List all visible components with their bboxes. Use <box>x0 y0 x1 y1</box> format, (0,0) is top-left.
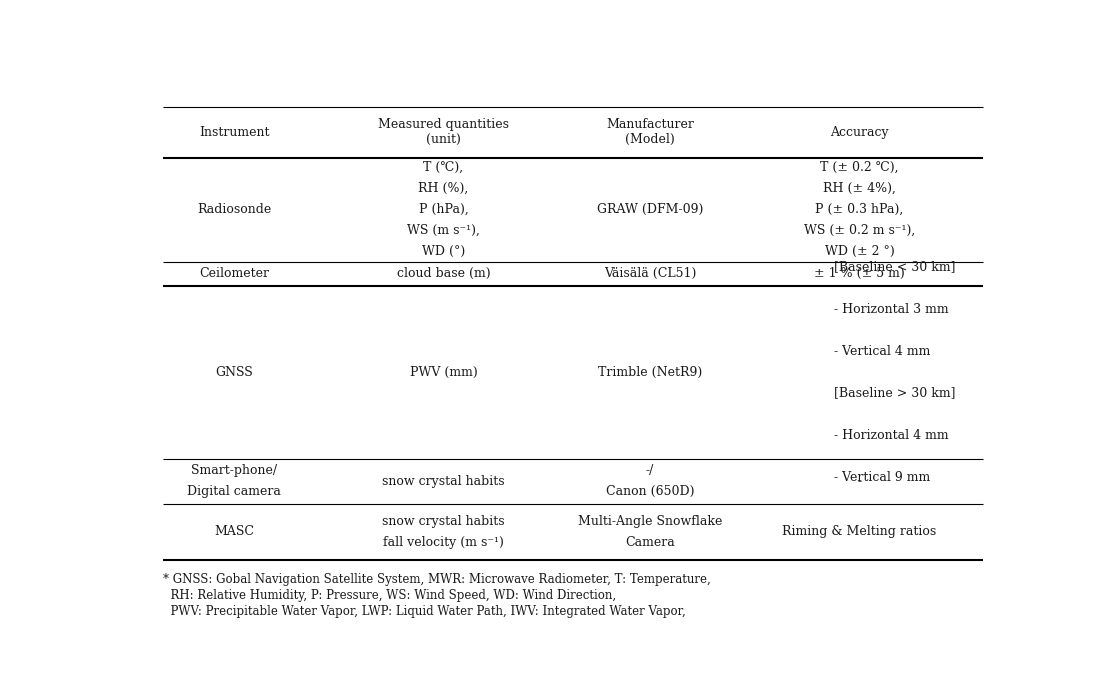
Text: GRAW (DFM-09): GRAW (DFM-09) <box>597 203 703 216</box>
Text: Riming & Melting ratios: Riming & Melting ratios <box>782 525 937 538</box>
Text: Instrument: Instrument <box>199 126 270 139</box>
Text: Trimble (NetR9): Trimble (NetR9) <box>598 365 702 379</box>
Text: Ceilometer: Ceilometer <box>199 267 269 280</box>
Text: Multi-Angle Snowflake
Camera: Multi-Angle Snowflake Camera <box>577 515 723 549</box>
Text: ± 1 % (± 5 m): ± 1 % (± 5 m) <box>814 267 905 280</box>
Text: PWV: Precipitable Water Vapor, LWP: Liquid Water Path, IWV: Integrated Water Vap: PWV: Precipitable Water Vapor, LWP: Liqu… <box>163 606 687 618</box>
Text: cloud base (m): cloud base (m) <box>397 267 490 280</box>
Text: RH: Relative Humidity, P: Pressure, WS: Wind Speed, WD: Wind Direction,: RH: Relative Humidity, P: Pressure, WS: … <box>163 590 616 602</box>
Text: MASC: MASC <box>214 525 255 538</box>
Text: Smart-phone/
Digital camera: Smart-phone/ Digital camera <box>187 464 281 498</box>
Text: T (℃),
RH (%),
P (hPa),
WS (m s⁻¹),
WD (°): T (℃), RH (%), P (hPa), WS (m s⁻¹), WD (… <box>407 161 480 258</box>
Text: T (± 0.2 ℃),
RH (± 4%),
P (± 0.3 hPa),
WS (± 0.2 m s⁻¹),
WD (± 2 °): T (± 0.2 ℃), RH (± 4%), P (± 0.3 hPa), W… <box>803 161 915 258</box>
Text: -/
Canon (650D): -/ Canon (650D) <box>606 464 694 498</box>
Text: snow crystal habits: snow crystal habits <box>382 475 505 488</box>
Text: * GNSS: Gobal Navigation Satellite System, MWR: Microwave Radiometer, T: Tempera: * GNSS: Gobal Navigation Satellite Syste… <box>163 573 711 586</box>
Text: GNSS: GNSS <box>215 365 253 379</box>
Text: Väisälä (CL51): Väisälä (CL51) <box>604 267 696 280</box>
Text: snow crystal habits
fall velocity (m s⁻¹): snow crystal habits fall velocity (m s⁻¹… <box>382 515 505 549</box>
Text: Manufacturer
(Model): Manufacturer (Model) <box>606 118 694 146</box>
Text: Radiosonde: Radiosonde <box>197 203 271 216</box>
Text: Accuracy: Accuracy <box>830 126 888 139</box>
Text: Measured quantities
(unit): Measured quantities (unit) <box>378 118 509 146</box>
Text: -: - <box>857 475 862 488</box>
Text: PWV (mm): PWV (mm) <box>410 365 477 379</box>
Text: [Baseline < 30 km]

- Horizontal 3 mm

- Vertical 4 mm

[Baseline > 30 km]

- Ho: [Baseline < 30 km] - Horizontal 3 mm - V… <box>834 261 955 484</box>
